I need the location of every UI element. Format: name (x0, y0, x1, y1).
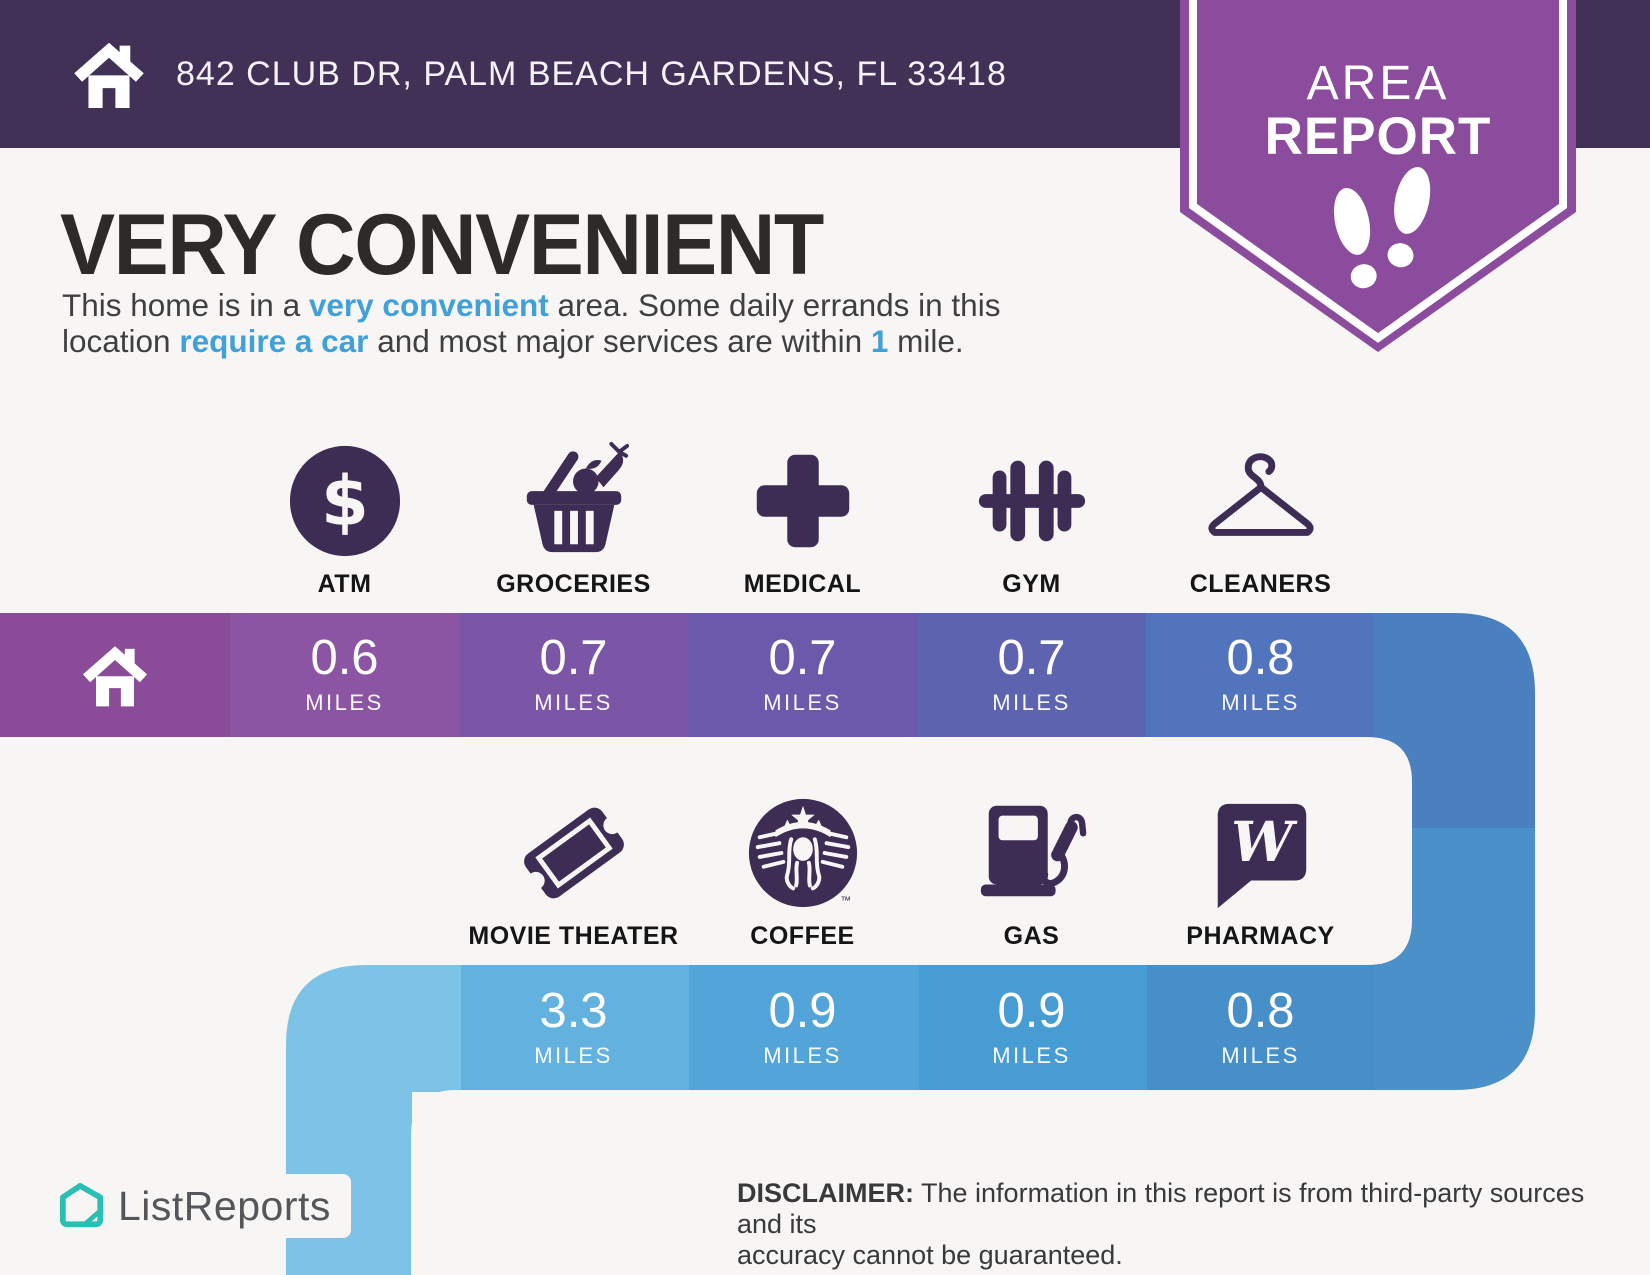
category-label: MEDICAL (743, 570, 862, 598)
ribbon-seg-pharmacy (1146, 964, 1374, 1092)
distance-value: 0.8 (1226, 983, 1295, 1038)
ribbon-turn-bottom (1373, 964, 1535, 1092)
distance-cell-pharmacy: 0.8 MILES (1146, 965, 1375, 1090)
distance-unit: MILES (305, 690, 384, 715)
dumbbell-icon (978, 460, 1085, 542)
distance-unit: MILES (763, 1042, 842, 1068)
footprints-icon (1333, 166, 1431, 289)
hanger-icon (1207, 453, 1314, 536)
ribbon-curve-left (286, 964, 461, 1092)
category-cleaners: CLEANERS (1146, 442, 1375, 599)
distance-cell-cleaners: 0.8 MILES (1146, 613, 1375, 737)
ribbon-seg-medical (688, 613, 919, 740)
category-label: COFFEE (750, 922, 855, 950)
distance-cell-gas: 0.9 MILES (917, 965, 1146, 1090)
starbucks-siren-icon: ™ (748, 798, 857, 907)
category-label: GYM (1002, 570, 1061, 598)
distance-cell-medical: 0.7 MILES (688, 613, 917, 737)
distance-value: 0.7 (539, 631, 608, 685)
ribbon-seg-groceries (460, 613, 689, 740)
brand-name: ListReports (118, 1182, 331, 1229)
distance-value: 0.9 (997, 983, 1066, 1038)
disclaimer-text-line2: accuracy cannot be guaranteed. (737, 1240, 1123, 1270)
disclaimer: DISCLAIMER: The information in this repo… (737, 1178, 1617, 1271)
distance-value: 0.7 (997, 631, 1066, 685)
property-address: 842 CLUB DR, PALM BEACH GARDENS, FL 3341… (176, 54, 1007, 93)
page-title: VERY CONVENIENT (60, 197, 824, 293)
badge-title-line1: AREA (1307, 57, 1450, 110)
home-icon (74, 42, 144, 109)
intro-accent: very convenient (308, 287, 549, 323)
ribbon-seg-coffee (688, 964, 919, 1092)
listreports-logo: ListReports (50, 1174, 351, 1238)
svg-text:™: ™ (840, 895, 851, 907)
intro-accent: require a car (179, 323, 369, 359)
category-gym: GYM (917, 442, 1146, 599)
distance-unit: MILES (763, 690, 842, 715)
walgreens-icon: W (1217, 803, 1306, 909)
ribbon-seg-movie (460, 964, 689, 1092)
distance-cell-gym: 0.7 MILES (917, 613, 1146, 737)
category-atm: $ ATM (230, 442, 459, 599)
distance-cell-movie-theater: 3.3 MILES (459, 965, 688, 1090)
distance-unit: MILES (992, 1042, 1071, 1068)
svg-text:$: $ (321, 462, 369, 542)
intro-text: mile. (888, 323, 964, 359)
badge-title-line2: REPORT (1265, 107, 1492, 166)
distance-unit: MILES (534, 690, 613, 715)
ribbon-seg-atm (230, 613, 461, 740)
category-label: CLEANERS (1189, 570, 1332, 598)
distance-unit: MILES (1221, 690, 1300, 715)
distance-unit: MILES (1221, 1042, 1300, 1068)
category-medical: MEDICAL (688, 442, 917, 599)
intro-accent: 1 (870, 323, 889, 359)
medical-cross-icon (756, 454, 849, 548)
category-label: GAS (1003, 922, 1060, 950)
dollar-circle-icon: $ (289, 445, 400, 557)
distance-value: 0.6 (310, 631, 379, 685)
distance-value: 0.7 (768, 631, 837, 685)
intro-text: location (62, 323, 180, 359)
category-label: ATM (317, 570, 372, 598)
intro-text: This home is in a (62, 287, 309, 323)
distance-value: 0.9 (768, 983, 837, 1038)
category-movie-theater: MOVIE THEATER (459, 794, 688, 951)
intro-text: area. Some daily errands in this (548, 287, 1001, 323)
ribbon-seg-gas (918, 964, 1147, 1092)
category-label: GROCERIES (496, 570, 651, 598)
category-gas: GAS (917, 794, 1146, 951)
ribbon-turn-top (1373, 613, 1535, 740)
disclaimer-text-line1: The information in this report is from t… (737, 1178, 1585, 1239)
disclaimer-label: DISCLAIMER: (737, 1178, 914, 1208)
distance-unit: MILES (992, 690, 1071, 715)
listreports-icon (59, 1182, 104, 1228)
ticket-icon (523, 807, 624, 899)
distance-cell-coffee: 0.9 MILES (688, 965, 917, 1090)
ribbon-connector-lower (1373, 828, 1535, 966)
area-report-badge: AREA REPORT (1180, 0, 1576, 352)
intro-text: and most major services are within (368, 323, 871, 359)
ribbon-seg-cleaners (1146, 613, 1374, 740)
category-label: MOVIE THEATER (468, 922, 679, 950)
ribbon-connector-upper (1373, 737, 1535, 831)
grocery-basket-icon (526, 442, 629, 553)
category-label: PHARMACY (1186, 922, 1335, 950)
svg-text:W: W (1231, 809, 1298, 874)
distance-value: 3.3 (539, 983, 608, 1038)
category-coffee: ™ COFFEE (688, 794, 917, 951)
distance-value: 0.8 (1226, 631, 1295, 685)
intro-paragraph: This home is in a very convenient area. … (62, 287, 1142, 359)
distance-cell-groceries: 0.7 MILES (459, 613, 688, 737)
category-pharmacy: W PHARMACY (1146, 794, 1375, 951)
category-groceries: GROCERIES (459, 442, 688, 599)
ribbon-seg-gym (918, 613, 1147, 740)
distance-unit: MILES (534, 1042, 613, 1068)
home-icon (82, 646, 148, 707)
distance-cell-atm: 0.6 MILES (230, 613, 459, 737)
gas-pump-icon (980, 805, 1086, 897)
